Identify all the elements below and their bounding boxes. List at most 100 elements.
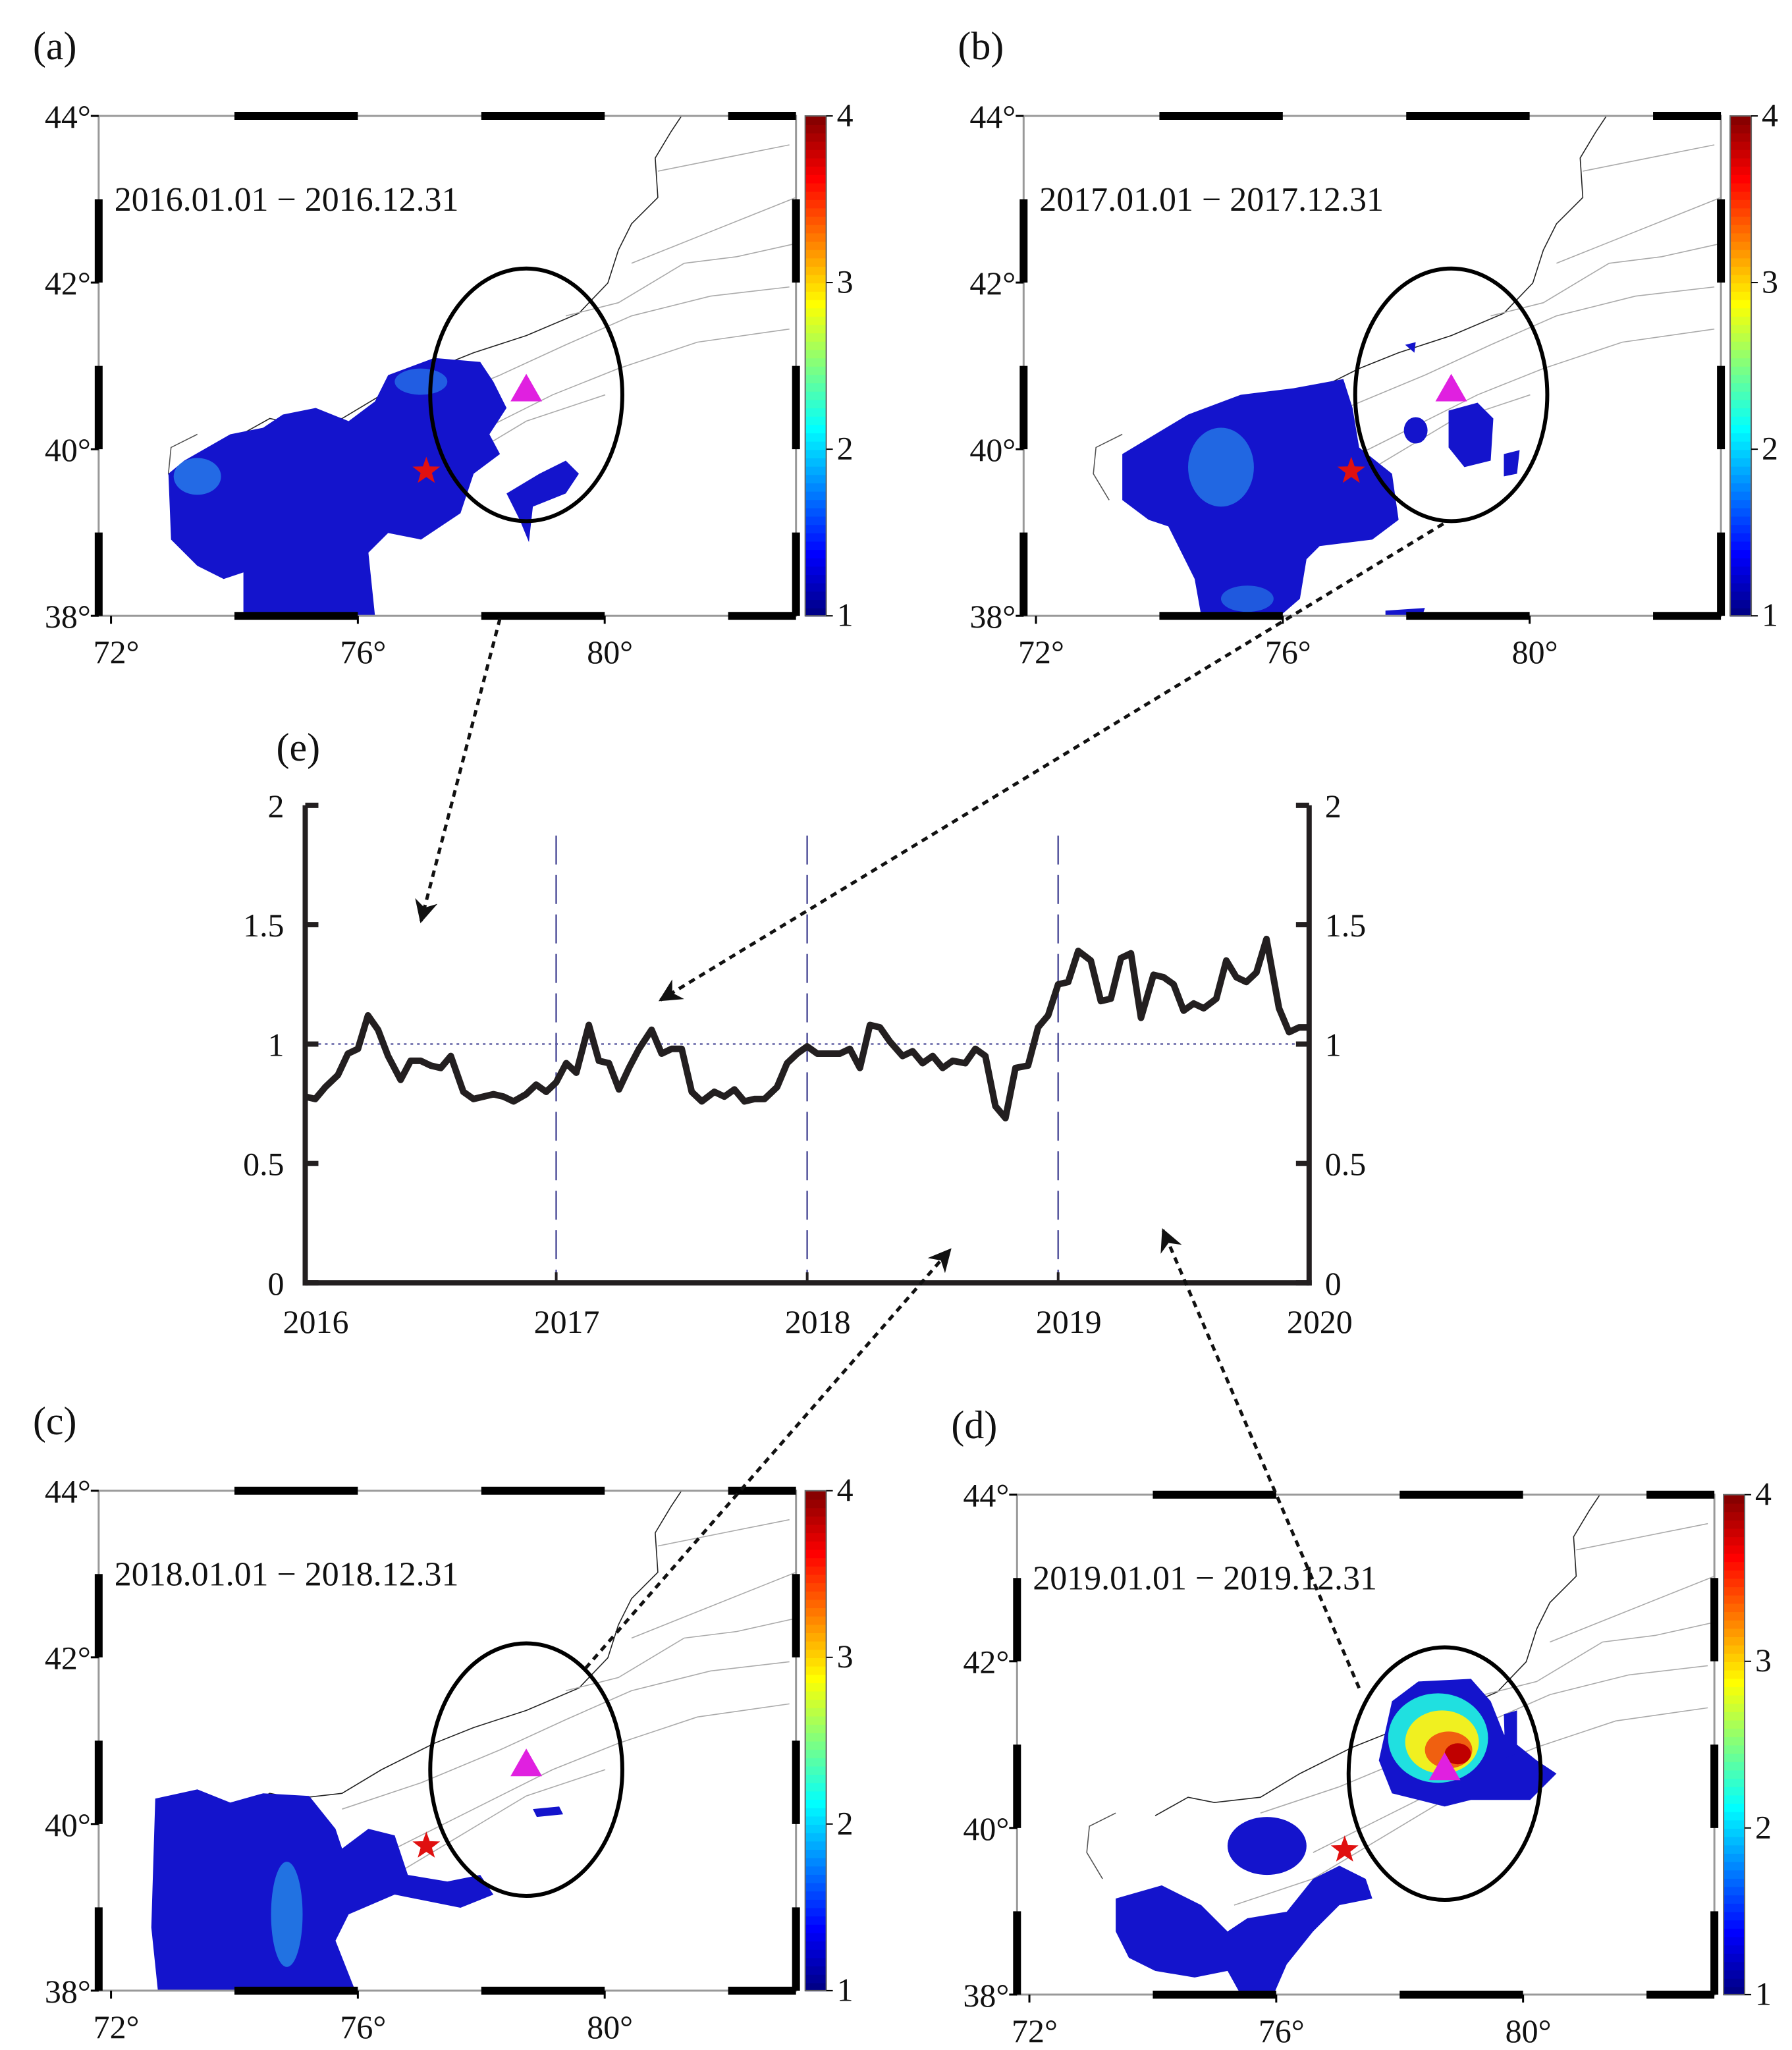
y-tick-label: 44° <box>963 1477 1009 1514</box>
colorbar-cell <box>805 1823 827 1833</box>
colorbar-cell <box>805 1657 827 1667</box>
colorbar-cell <box>1724 1578 1745 1588</box>
colorbar-cell <box>805 1649 827 1658</box>
colorbar-cell <box>1724 1727 1745 1737</box>
colorbar-cell <box>1730 549 1752 558</box>
colorbar-cell <box>805 190 827 200</box>
y2-tick-label: 1.5 <box>1325 907 1366 944</box>
colorbar-cell <box>1724 1902 1745 1912</box>
colorbar-cell <box>805 424 827 434</box>
colorbar-cell <box>805 482 827 492</box>
region-ellipse <box>1346 1645 1543 1902</box>
colorbar-cell <box>1730 116 1752 125</box>
colorbar-tick-label: 4 <box>837 96 854 133</box>
annotation-background <box>1031 171 1440 224</box>
colorbar-cell <box>1724 1603 1745 1613</box>
colorbar-cell <box>1730 374 1752 384</box>
colorbar-cell <box>805 315 827 325</box>
anomaly-area <box>1504 1710 1517 1758</box>
colorbar-cell <box>805 1791 827 1800</box>
colorbar-cell <box>1730 391 1752 400</box>
anomaly-high <box>1188 427 1254 507</box>
y-tick-label: 42° <box>45 265 91 302</box>
colorbar-cell <box>805 215 827 225</box>
colorbar-cell <box>805 207 827 217</box>
colorbar-cell <box>805 516 827 526</box>
colorbar-cell <box>1724 1536 1745 1546</box>
colorbar-cell <box>805 308 827 317</box>
colorbar-cell <box>1724 1895 1745 1904</box>
x-tick-label: 72° <box>94 2009 140 2045</box>
colorbar-cell <box>805 1540 827 1550</box>
colorbar-tick-label: 2 <box>837 430 854 467</box>
colorbar-cell <box>805 474 827 483</box>
colorbar-cell <box>1730 199 1752 209</box>
y-tick-label: 44° <box>45 98 91 135</box>
colorbar-cell <box>1724 1936 1745 1946</box>
colorbar-cell <box>805 374 827 384</box>
colorbar-cell <box>805 574 827 583</box>
colorbar-cell <box>805 549 827 558</box>
annotation: 2018.01.01 − 2018.12.31 <box>115 1556 459 1594</box>
colorbar-cell <box>1724 1511 1745 1521</box>
epicenter-star <box>1330 1835 1359 1862</box>
colorbar-cell <box>1730 466 1752 475</box>
colorbar-cell <box>1730 449 1752 458</box>
colorbar-cell <box>805 1499 827 1509</box>
colorbar-cell <box>1724 1644 1745 1654</box>
colorbar-cell <box>805 432 827 442</box>
anomaly-high <box>271 1862 303 1967</box>
colorbar-tick-label: 1 <box>837 597 854 634</box>
anomaly-area <box>1504 450 1520 477</box>
colorbar-cell <box>1724 1886 1745 1896</box>
colorbar-cell <box>1724 1845 1745 1854</box>
colorbar-tick-label: 4 <box>837 1471 854 1508</box>
colorbar-cell <box>805 1965 827 1975</box>
colorbar-cell <box>1724 1794 1745 1804</box>
colorbar-tick-label: 2 <box>1755 1808 1772 1845</box>
colorbar-cell <box>805 499 827 508</box>
x-tick-label: 2016 <box>283 1303 349 1340</box>
colorbar-cell <box>1730 607 1752 617</box>
colorbar-frame <box>1723 1494 1746 1995</box>
colorbar-cell <box>805 1515 827 1525</box>
colorbar-cell <box>805 399 827 409</box>
colorbar-cell <box>1724 1744 1745 1754</box>
colorbar-cell <box>1730 541 1752 551</box>
y-tick-label: 44° <box>45 1473 91 1510</box>
colorbar-tick-label: 3 <box>1762 263 1778 300</box>
station-triangle <box>510 373 543 402</box>
colorbar-cell <box>1724 1636 1745 1646</box>
annotation: 2019.01.01 − 2019.12.31 <box>1033 1560 1377 1598</box>
colorbar-cell <box>805 1615 827 1625</box>
y-tick-label: 0.5 <box>243 1146 284 1183</box>
colorbar-cell <box>805 1848 827 1858</box>
anomaly-area <box>151 1789 494 1991</box>
colorbar-cell <box>805 140 827 150</box>
colorbar-cell <box>1724 1786 1745 1796</box>
colorbar-cell <box>805 607 827 617</box>
annotation-background <box>106 171 515 224</box>
colorbar-cell <box>1730 224 1752 234</box>
colorbar-cell <box>1724 1969 1745 1979</box>
colorbar-cell <box>805 566 827 576</box>
anomaly-area <box>168 358 507 616</box>
y-tick-label: 0 <box>268 1265 285 1302</box>
series-line <box>304 935 1309 1121</box>
colorbar-cell <box>1724 1961 1745 1971</box>
y-tick-label: 1 <box>268 1026 285 1063</box>
colorbar-cell <box>805 1557 827 1567</box>
colorbar-cell <box>1724 1669 1745 1679</box>
x-tick-label: 72° <box>1018 634 1064 670</box>
annotation: 2017.01.01 − 2017.12.31 <box>1039 181 1384 219</box>
colorbar-cell <box>805 265 827 275</box>
annotation-background <box>1025 1550 1433 1603</box>
colorbar-cell <box>805 524 827 533</box>
annotation: 2016.01.01 − 2016.12.31 <box>115 181 459 219</box>
panel-label: (a) <box>33 24 77 68</box>
colorbar-cell <box>1730 432 1752 442</box>
colorbar-cell <box>1730 132 1752 142</box>
colorbar-cell <box>805 1682 827 1692</box>
colorbar-cell <box>805 1740 827 1750</box>
colorbar-cell <box>805 1832 827 1842</box>
